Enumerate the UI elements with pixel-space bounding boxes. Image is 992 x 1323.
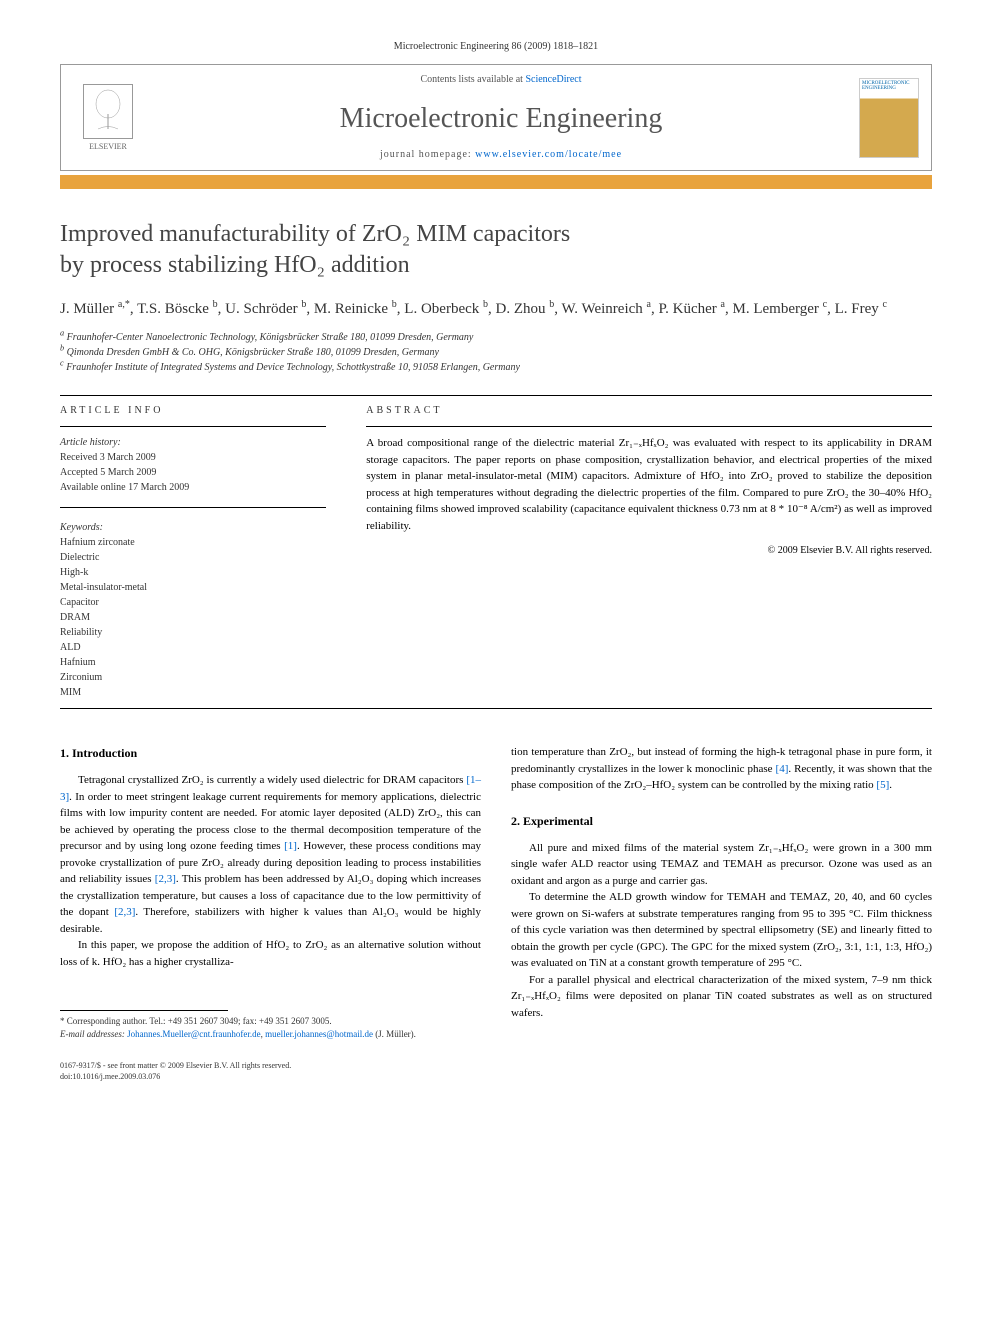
exp-paragraph-3: For a parallel physical and electrical c… — [511, 972, 932, 1022]
cover-title: MICROELECTRONIC ENGINEERING — [862, 81, 916, 91]
journal-homepage: journal homepage: www.elsevier.com/locat… — [143, 148, 859, 162]
article-info-label: ARTICLE INFO — [60, 404, 326, 418]
sciencedirect-link[interactable]: ScienceDirect — [525, 74, 581, 85]
email-link-1[interactable]: Johannes.Mueller@cnt.fraunhofer.de — [127, 1029, 261, 1039]
exp-paragraph-2: To determine the ALD growth window for T… — [511, 889, 932, 972]
footnote-corr: * Corresponding author. Tel.: +49 351 26… — [60, 1015, 481, 1028]
body-two-column: 1. Introduction Tetragonal crystallized … — [60, 744, 932, 1083]
copyright-line: © 2009 Elsevier B.V. All rights reserved… — [366, 544, 932, 558]
journal-cover-thumbnail: MICROELECTRONIC ENGINEERING — [859, 78, 919, 158]
homepage-link[interactable]: www.elsevier.com/locate/mee — [475, 149, 622, 160]
abstract-text: A broad compositional range of the diele… — [366, 435, 932, 534]
affiliation-c: c Fraunhofer Institute of Integrated Sys… — [60, 360, 932, 375]
journal-name: Microelectronic Engineering — [143, 99, 859, 138]
body-column-right: tion temperature than ZrO₂, but instead … — [511, 744, 932, 1083]
divider-info — [60, 426, 326, 427]
exp-paragraph-1: All pure and mixed films of the material… — [511, 840, 932, 890]
intro-paragraph-1: Tetragonal crystallized ZrO₂ is currentl… — [60, 772, 481, 937]
intro-heading: 1. Introduction — [60, 744, 481, 762]
history-label: Article history: — [60, 435, 326, 450]
article-history: Article history: Received 3 March 2009 A… — [60, 435, 326, 495]
email-name: (J. Müller). — [375, 1029, 416, 1039]
footer-line-1: 0167-9317/$ - see front matter © 2009 El… — [60, 1060, 481, 1071]
intro-paragraph-2-cont: tion temperature than ZrO₂, but instead … — [511, 744, 932, 794]
affiliation-a: a Fraunhofer-Center Nanoelectronic Techn… — [60, 330, 932, 345]
author-list: J. Müller a,*, T.S. Böscke b, U. Schröde… — [60, 298, 932, 321]
history-accepted: Accepted 5 March 2009 — [60, 465, 326, 480]
running-header: Microelectronic Engineering 86 (2009) 18… — [60, 40, 932, 54]
email-label: E-mail addresses: — [60, 1029, 125, 1039]
meta-columns: ARTICLE INFO Article history: Received 3… — [60, 404, 932, 700]
elsevier-label: ELSEVIER — [89, 141, 127, 152]
intro-paragraph-2: In this paper, we propose the addition o… — [60, 937, 481, 970]
experimental-heading: 2. Experimental — [511, 812, 932, 830]
divider-top — [60, 395, 932, 396]
history-online: Available online 17 March 2009 — [60, 480, 326, 495]
divider-keywords — [60, 507, 326, 508]
abstract-label: ABSTRACT — [366, 404, 932, 418]
elsevier-logo: ELSEVIER — [73, 78, 143, 158]
homepage-prefix: journal homepage: — [380, 149, 475, 160]
elsevier-tree-icon — [83, 84, 133, 139]
orange-divider-bar — [60, 175, 932, 189]
footnote-emails: E-mail addresses: Johannes.Mueller@cnt.f… — [60, 1028, 481, 1041]
affiliations: a Fraunhofer-Center Nanoelectronic Techn… — [60, 330, 932, 375]
banner-center: Contents lists available at ScienceDirec… — [143, 73, 859, 162]
footer-copyright: 0167-9317/$ - see front matter © 2009 El… — [60, 1060, 481, 1082]
keywords-list: Hafnium zirconateDielectricHigh-kMetal-i… — [60, 535, 326, 700]
journal-banner: ELSEVIER Contents lists available at Sci… — [60, 64, 932, 171]
article-title: Improved manufacturability of ZrO₂ MIM c… — [60, 219, 932, 281]
history-received: Received 3 March 2009 — [60, 450, 326, 465]
article-info-column: ARTICLE INFO Article history: Received 3… — [60, 404, 326, 700]
contents-available: Contents lists available at ScienceDirec… — [143, 73, 859, 87]
contents-prefix: Contents lists available at — [420, 74, 525, 85]
affiliation-b: b Qimonda Dresden GmbH & Co. OHG, Königs… — [60, 345, 932, 360]
title-line-2: by process stabilizing HfO₂ addition — [60, 252, 410, 278]
corresponding-author-footnote: * Corresponding author. Tel.: +49 351 26… — [60, 1015, 481, 1040]
keywords-label: Keywords: — [60, 520, 326, 535]
email-link-2[interactable]: mueller.johannes@hotmail.de — [265, 1029, 373, 1039]
footer-line-2: doi:10.1016/j.mee.2009.03.076 — [60, 1071, 481, 1082]
abstract-column: ABSTRACT A broad compositional range of … — [366, 404, 932, 700]
divider-abstract — [366, 426, 932, 427]
divider-bottom — [60, 708, 932, 709]
keywords-block: Keywords: Hafnium zirconateDielectricHig… — [60, 520, 326, 700]
footnote-separator — [60, 1010, 228, 1011]
title-line-1: Improved manufacturability of ZrO₂ MIM c… — [60, 221, 570, 247]
body-column-left: 1. Introduction Tetragonal crystallized … — [60, 744, 481, 1083]
